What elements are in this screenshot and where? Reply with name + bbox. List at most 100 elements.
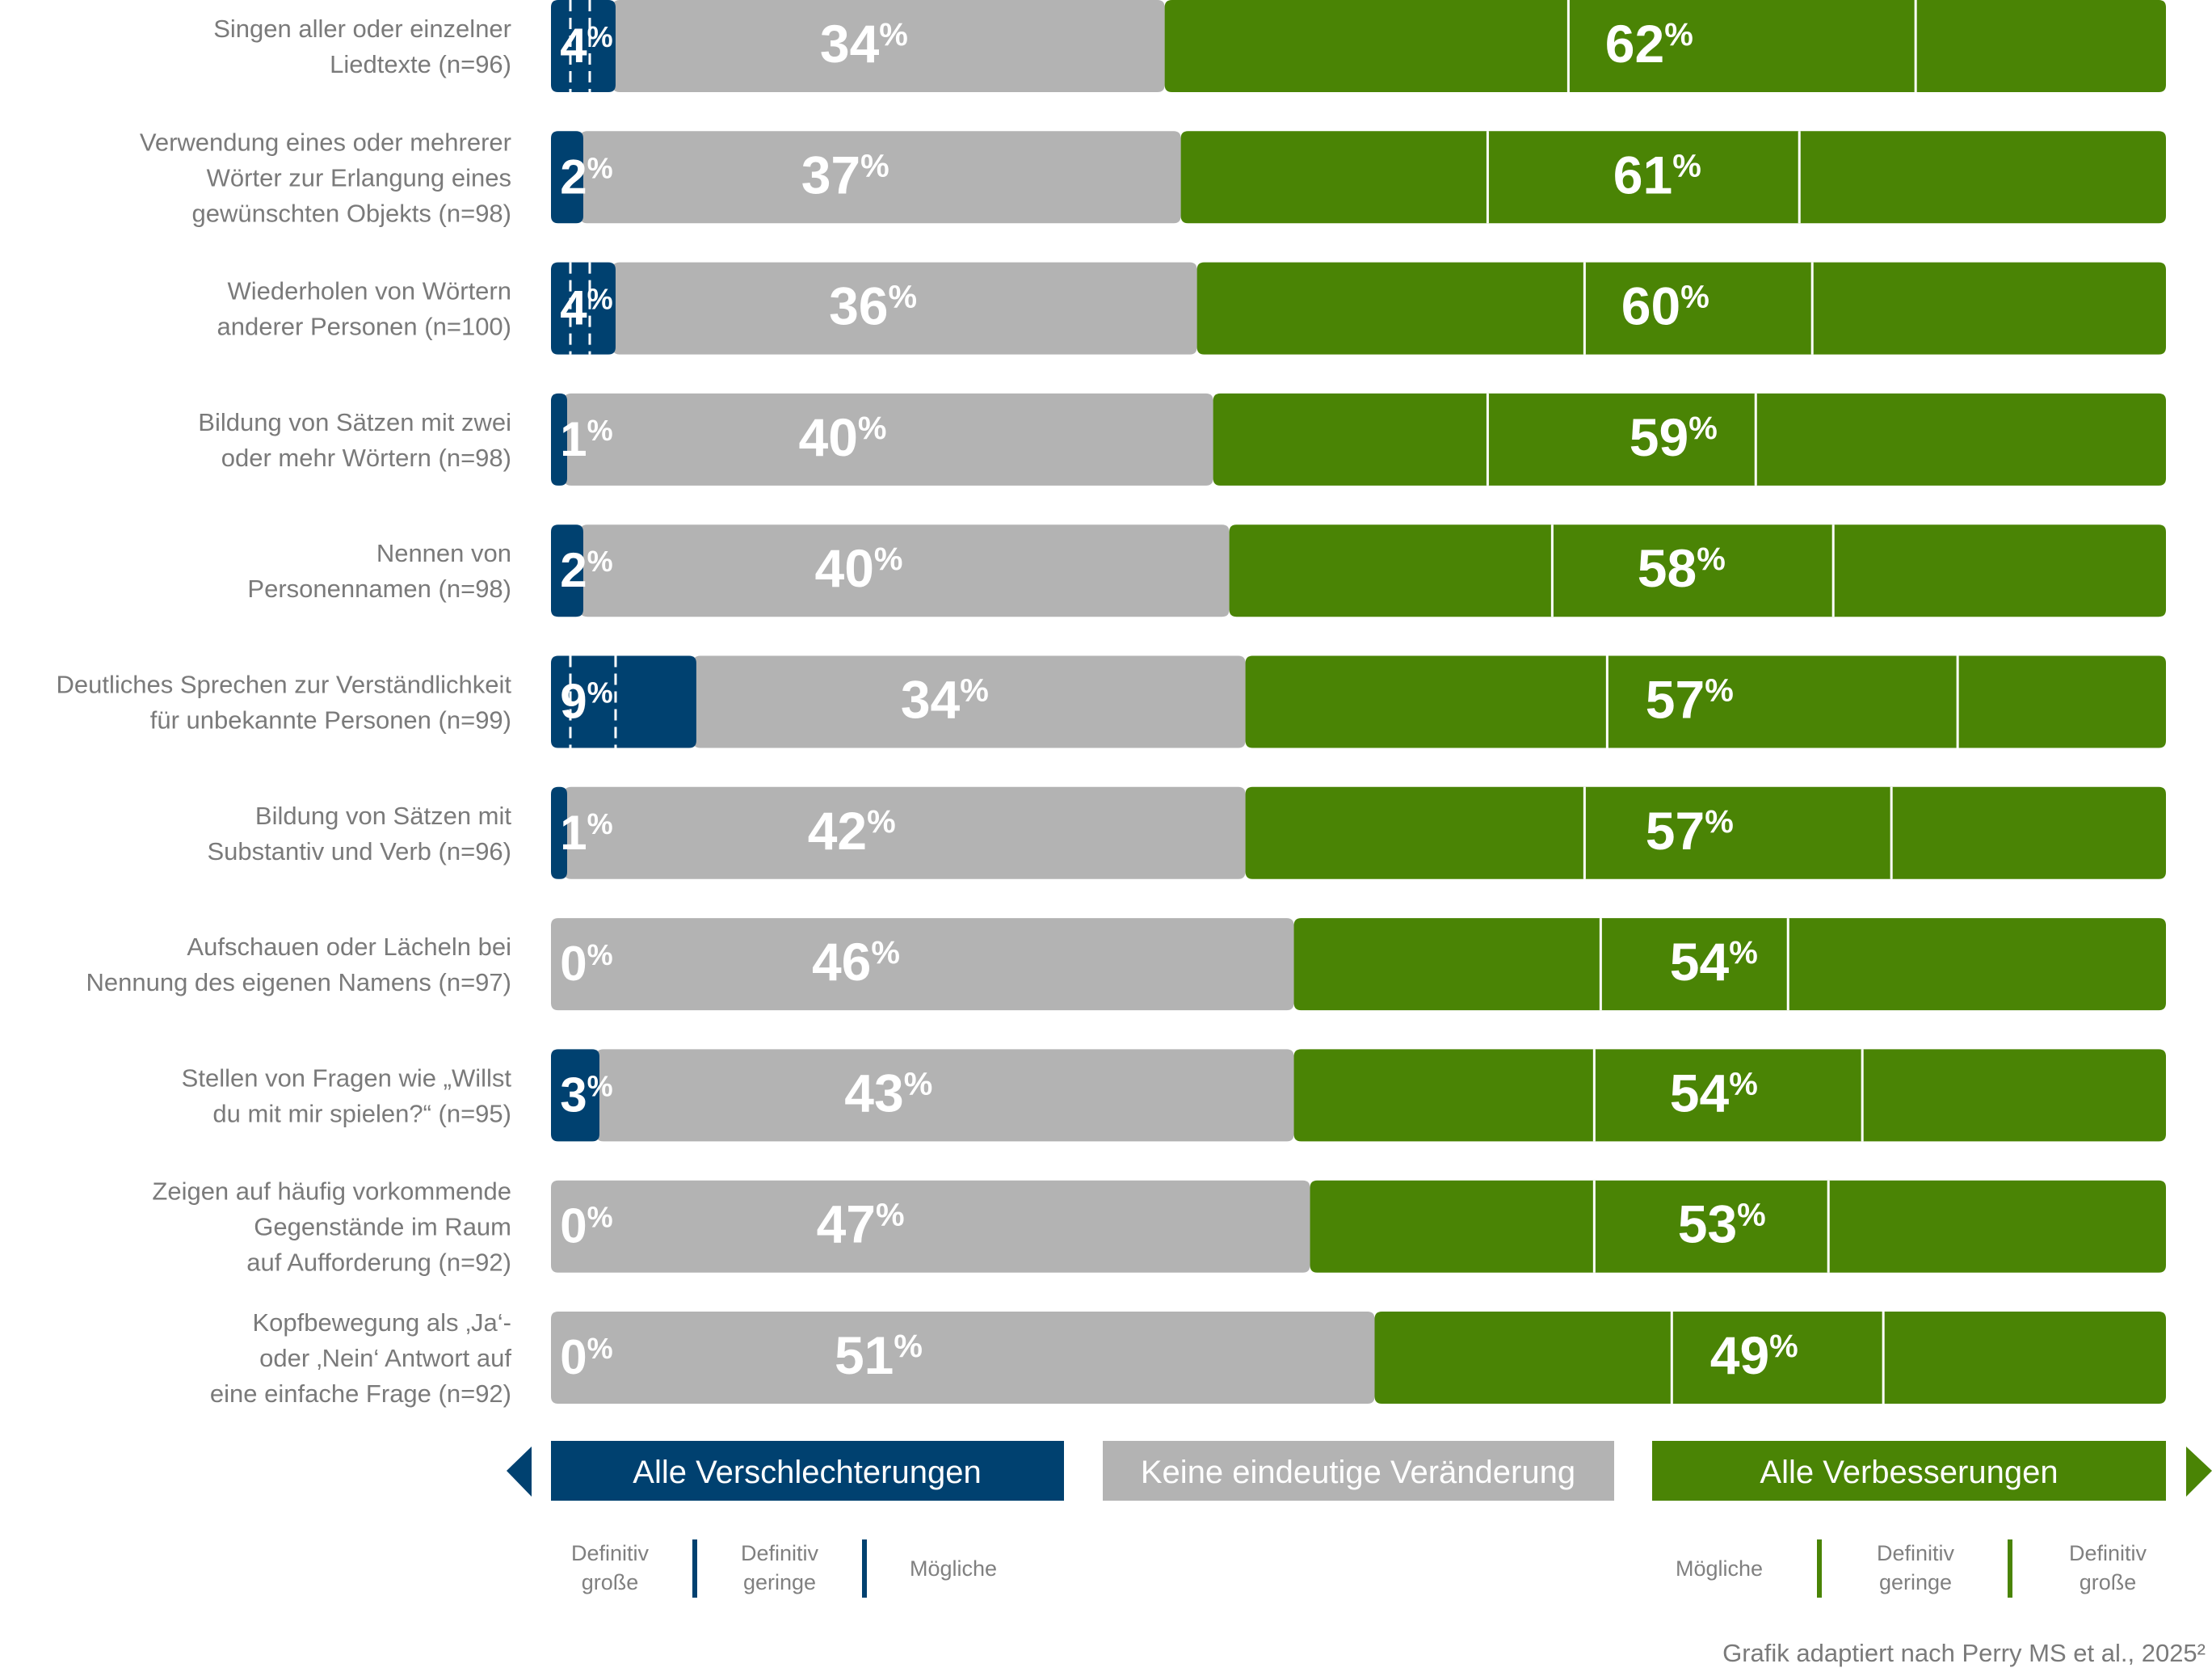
category-label: Deutliches Sprechen zur Verständlichkeit… xyxy=(57,671,512,735)
category-label-line: Wörter zur Erlangung eines xyxy=(207,163,511,192)
neutral-value-label-number: 47 xyxy=(817,1194,876,1254)
better-value-label: 49% xyxy=(1710,1325,1798,1385)
neutral-value-label: 51% xyxy=(835,1325,923,1385)
worse-value-label-number: 0 xyxy=(560,1199,587,1253)
worse-value-label-unit: % xyxy=(587,1201,613,1234)
bar-worse xyxy=(551,0,616,92)
neutral-value-label: 46% xyxy=(812,932,900,992)
worse-value-label: 1% xyxy=(560,806,612,860)
worse-sub-1: Definitiv große xyxy=(571,1541,650,1594)
category-label-line: Stellen von Fragen wie „Willst xyxy=(182,1063,512,1092)
worse-sub-divider-1 xyxy=(692,1539,697,1598)
bar-worse xyxy=(551,393,567,486)
worse-value-label: 3% xyxy=(560,1068,612,1122)
neutral-value-label-unit: % xyxy=(894,1329,923,1364)
neutral-value-label-unit: % xyxy=(874,541,903,577)
worse-value-label-number: 9 xyxy=(560,675,587,729)
better-value-label: 62% xyxy=(1605,14,1693,74)
category-label-line: Verwendung eines oder mehrerer xyxy=(140,128,511,156)
better-value-label: 57% xyxy=(1646,670,1734,730)
worse-value-label-unit: % xyxy=(587,1332,613,1365)
better-value-label: 53% xyxy=(1678,1194,1766,1254)
bar-better xyxy=(1293,918,2166,1011)
category-labels-group: Singen aller oder einzelner Liedtexte (n=… xyxy=(57,15,512,1408)
neutral-value-label: 42% xyxy=(808,801,896,861)
bar-worse xyxy=(551,655,696,748)
neutral-value-label-unit: % xyxy=(858,411,887,446)
neutral-value-label: 34% xyxy=(901,670,989,730)
better-value-label: 61% xyxy=(1613,145,1701,204)
category-label-line: Kopfbewegung als ‚Ja‘- xyxy=(252,1308,511,1337)
category-label-line: oder ‚Nein‘ Antwort auf xyxy=(259,1344,511,1372)
bar-neutral xyxy=(564,786,1246,879)
worse-value-label-number: 4 xyxy=(560,281,587,335)
neutral-value-label-number: 36 xyxy=(829,276,888,336)
bar-row: 2% 37% 61% xyxy=(551,131,2166,224)
category-label-line: oder mehr Wörtern (n=98) xyxy=(221,444,511,472)
neutral-value-label: 43% xyxy=(844,1063,932,1122)
category-label-line: für unbekannte Personen (n=99) xyxy=(150,706,511,735)
bar-worse xyxy=(551,262,616,355)
category-label-line: Liedtexte (n=96) xyxy=(330,50,511,78)
worse-value-label-unit: % xyxy=(587,414,613,447)
bar-better xyxy=(1180,131,2166,224)
worse-value-label-unit: % xyxy=(587,1069,613,1102)
worse-value-label: 2% xyxy=(560,150,612,204)
better-value-label-unit: % xyxy=(1672,148,1701,183)
worse-value-label-unit: % xyxy=(587,20,613,53)
category-label-line: gewünschten Objekts (n=98) xyxy=(192,199,511,227)
better-sub-3: Definitiv große xyxy=(2069,1541,2147,1594)
category-label: Aufschauen oder Lächeln bei Nennung des e… xyxy=(86,933,511,996)
bar-row: 1% 40% 59% xyxy=(551,393,2166,486)
legend-neutral-label: Keine eindeutige Veränderung xyxy=(1141,1455,1575,1490)
bar-worse xyxy=(551,1049,599,1142)
worse-value-label-unit: % xyxy=(587,807,613,840)
bar-neutral xyxy=(612,262,1197,355)
category-label: Bildung von Sätzen mit zwei oder mehr Wör… xyxy=(198,408,511,472)
neutral-value-label-number: 43 xyxy=(844,1063,903,1122)
worse-value-label: 4% xyxy=(560,19,612,73)
bar-neutral xyxy=(692,655,1246,748)
better-sub-2: Definitiv geringe xyxy=(1877,1541,1955,1594)
worse-value-label: 4% xyxy=(560,281,612,335)
bar-row: 1% 42% 57% xyxy=(551,786,2166,879)
worse-sub-1-line1: Definitiv xyxy=(571,1541,650,1565)
neutral-value-label: 40% xyxy=(814,538,902,598)
worse-value-label: 0% xyxy=(560,1199,612,1253)
better-value-label: 57% xyxy=(1646,801,1734,861)
category-label-line: Nennen von xyxy=(376,539,511,567)
bar-worse xyxy=(551,131,583,224)
better-value-label-number: 60 xyxy=(1621,276,1680,336)
bar-better xyxy=(1293,1049,2166,1142)
bar-row: 2% 40% 58% xyxy=(551,524,2166,617)
neutral-value-label-number: 40 xyxy=(799,407,858,467)
better-value-label-number: 59 xyxy=(1630,407,1688,467)
bar-row: 9% 34% 57% xyxy=(551,655,2166,748)
bar-better xyxy=(1310,1180,2166,1273)
better-sub-divider-1 xyxy=(1817,1539,1822,1598)
category-label: Singen aller oder einzelner Liedtexte (n=… xyxy=(213,15,511,78)
legend-worse-box xyxy=(551,1441,1064,1501)
better-value-label-number: 62 xyxy=(1605,14,1664,74)
better-sub-divider-2 xyxy=(2008,1539,2012,1598)
worse-value-label-unit: % xyxy=(587,545,613,578)
left-arrow-icon xyxy=(507,1447,532,1497)
better-sub-3-line1: Definitiv xyxy=(2069,1541,2147,1565)
worse-value-label-unit: % xyxy=(587,283,613,316)
source-note: Grafik adaptiert nach Perry MS et al., 2… xyxy=(1722,1639,2206,1667)
better-value-label: 54% xyxy=(1670,1063,1758,1122)
neutral-value-label-unit: % xyxy=(876,1198,905,1233)
bar-row: 0% 47% 53% xyxy=(551,1180,2166,1273)
neutral-value-label-number: 37 xyxy=(801,145,860,204)
neutral-value-label-unit: % xyxy=(860,148,889,183)
worse-value-label-number: 3 xyxy=(560,1068,587,1122)
bar-neutral xyxy=(551,1312,1375,1404)
bar-neutral xyxy=(551,918,1294,1011)
neutral-value-label-unit: % xyxy=(871,935,900,971)
better-sub-1: Mögliche xyxy=(1676,1556,1763,1581)
neutral-value-label: 37% xyxy=(801,145,889,204)
category-label: Stellen von Fragen wie „Willst du mit mir… xyxy=(182,1063,512,1127)
worse-sub-1-line2: große xyxy=(582,1570,639,1594)
worse-value-label: 0% xyxy=(560,1330,612,1384)
legend-neutral-box xyxy=(1103,1441,1614,1501)
